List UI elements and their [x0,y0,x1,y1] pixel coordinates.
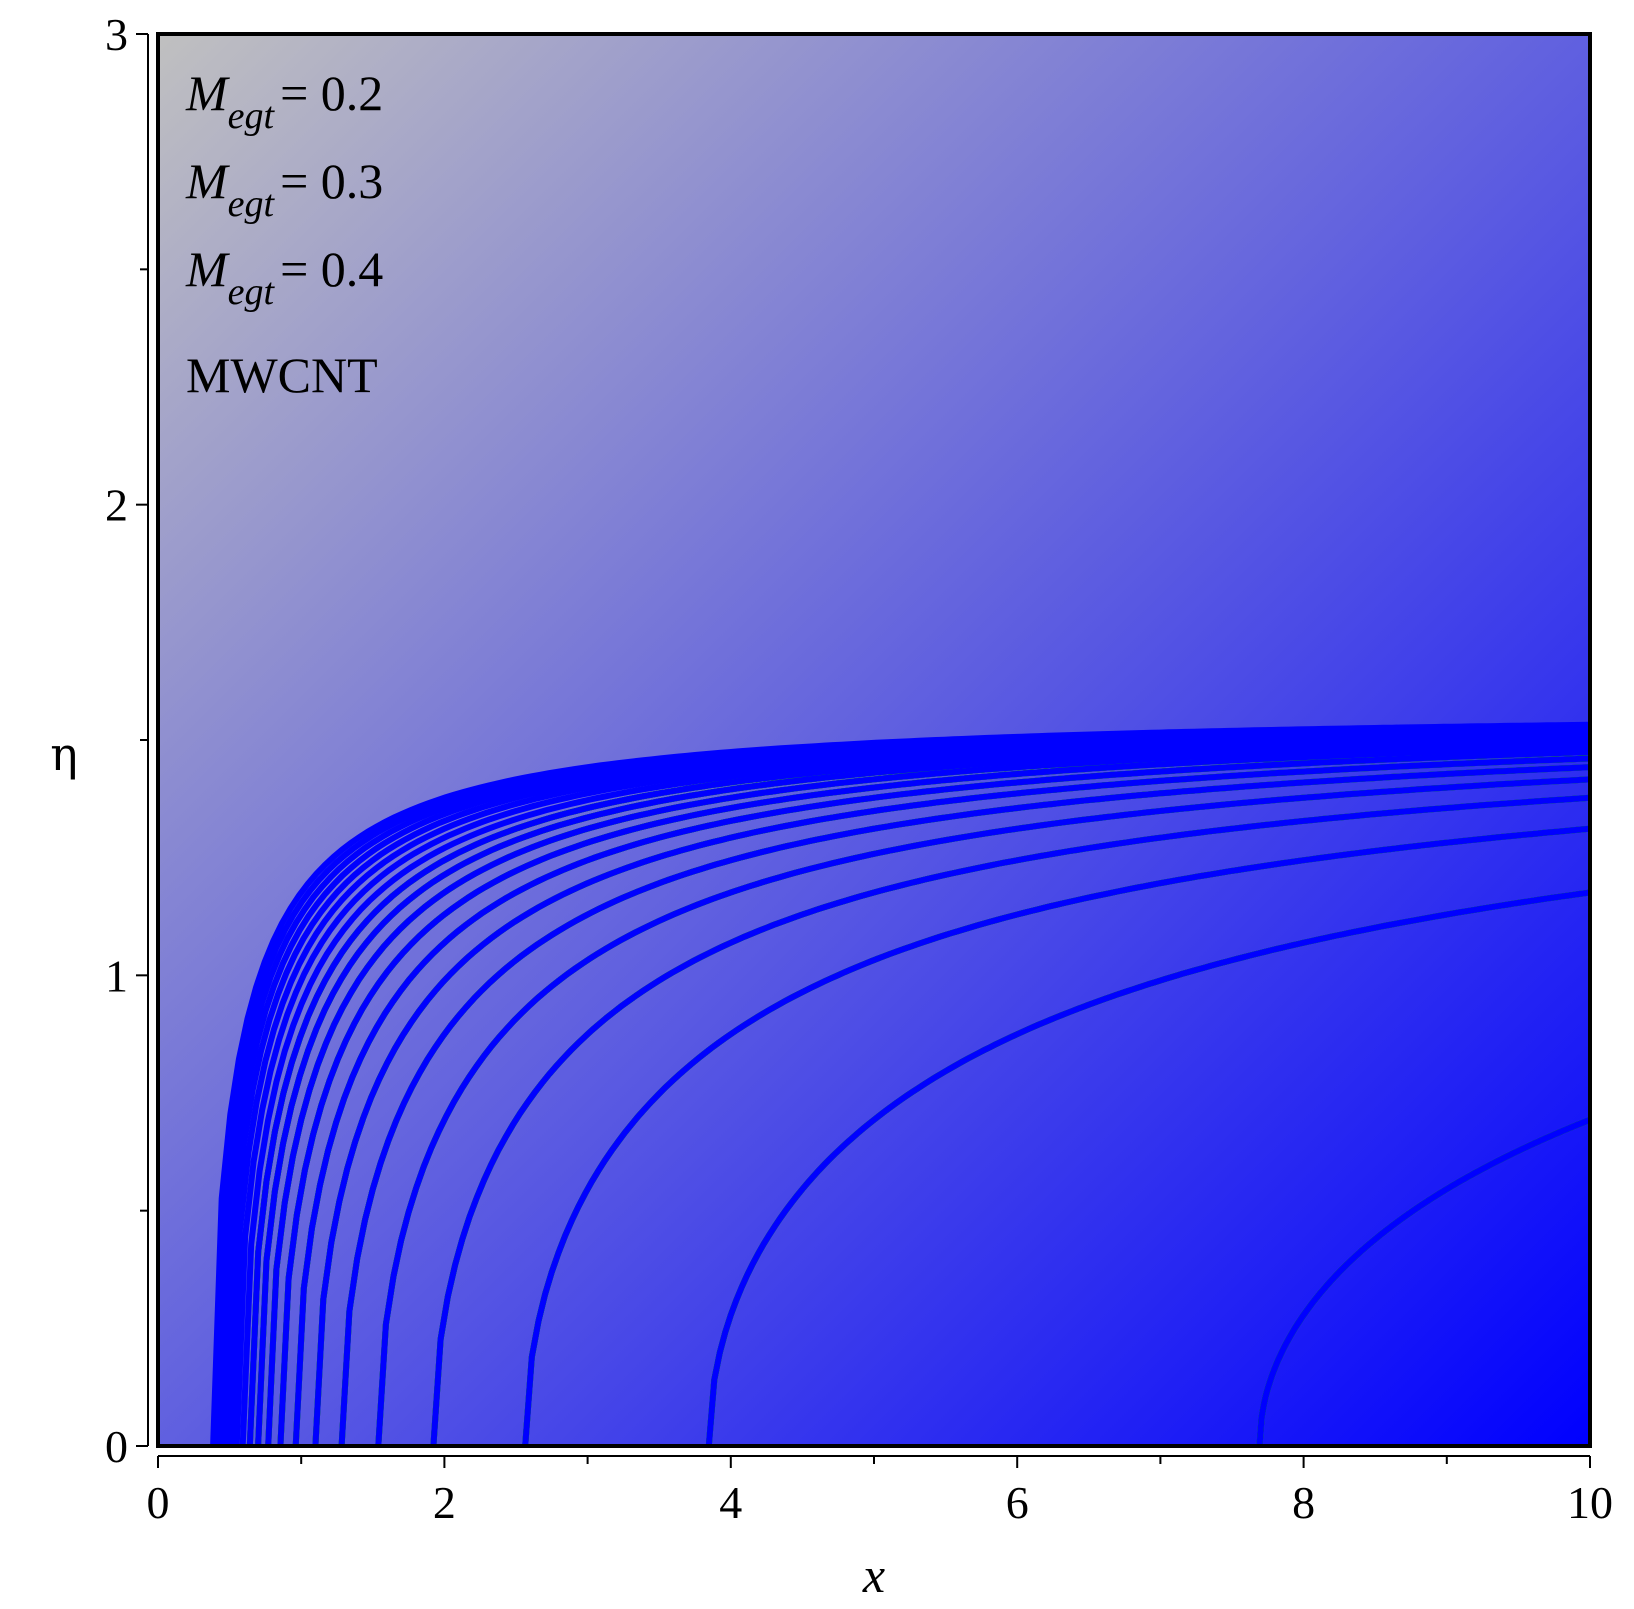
x-axis-title: x [862,1547,885,1603]
legend: Megt = 0.2 Megt = 0.3 Megt = 0.4 MWCNT [185,65,383,403]
contour-line-series-3-1 [1256,1116,1590,1446]
x-axis: 0 2 4 6 8 10 [147,1455,1613,1528]
legend-entry-2: Megt = 0.3 [185,153,383,225]
legend-entry-2-sub: egt [228,183,276,225]
legend-entry-1: Megt = 0.2 [185,65,383,137]
legend-entry-3-var: M [185,241,230,297]
y-tick-label: 2 [105,480,128,531]
x-tick-label: 0 [147,1477,170,1528]
x-tick-label: 8 [1292,1477,1315,1528]
contour-line-series-3-11 [255,736,1590,1446]
y-axis-title: η [50,727,78,781]
legend-entry-4: MWCNT [186,347,378,403]
y-tick-label: 0 [105,1421,128,1472]
legend-entry-3-text: = 0.4 [280,241,383,297]
plot-frame [156,32,1592,1448]
contour-line-series-3-5 [375,776,1590,1446]
contour-line-series-3-2 [705,889,1590,1446]
contour-curves [210,721,1590,1446]
y-tick-label: 1 [105,950,128,1001]
x-tick-label: 2 [433,1477,456,1528]
legend-entry-3-sub: egt [228,271,276,313]
legend-entry-2-text: = 0.3 [280,153,383,209]
legend-entry-2-var: M [185,153,230,209]
contour-line-series-3-3 [522,825,1590,1446]
legend-entry-1-text: = 0.2 [280,65,383,121]
contour-line-series-3-6 [338,764,1590,1446]
x-tick-label: 6 [1006,1477,1029,1528]
contour-line-series-3-10 [265,739,1590,1446]
x-tick-label: 4 [719,1477,742,1528]
legend-entry-3: Megt = 0.4 [185,241,383,313]
contour-line-series-3-8 [292,749,1590,1446]
y-axis: 0 1 2 3 [105,9,149,1472]
contour-line-series-3-9 [277,744,1590,1446]
y-tick-label: 3 [105,9,128,60]
contour-line-series-3-20 [210,721,1590,1446]
x-tick-label: 10 [1567,1477,1613,1528]
legend-entry-1-sub: egt [228,95,276,137]
legend-entry-1-var: M [185,65,230,121]
contour-line-series-3-7 [312,755,1590,1446]
contour-line-series-3-4 [430,794,1590,1446]
